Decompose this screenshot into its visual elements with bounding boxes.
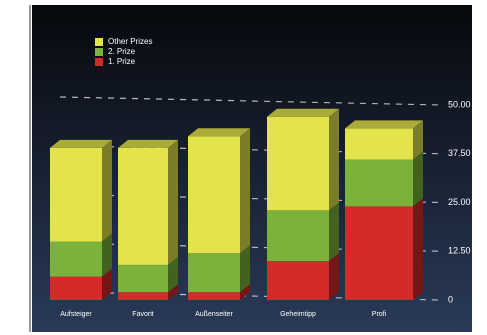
bar-side [168,284,178,300]
bar-side [240,245,250,293]
bar-segment [345,128,413,160]
legend-label: Other Prizes [108,37,152,46]
bar-segment [118,147,168,265]
legend-label: 2. Prize [108,47,136,56]
bar-side [329,108,339,211]
legend-label: 1. Prize [108,57,136,66]
bar-top [267,108,339,117]
grid-line [59,96,441,106]
bar-top [118,139,178,148]
bar-side [240,128,250,254]
bar-segment [188,292,240,300]
bar-segment [345,206,413,300]
legend-swatch [95,58,103,66]
bar-segment [345,159,413,207]
x-tick-label: Favorit [132,311,153,318]
bar-side [168,256,178,293]
bar-side [413,151,423,207]
bar-side [413,120,423,160]
bar-side [102,233,112,277]
x-tick-label: Geheimtipp [280,311,316,318]
bar-side [413,198,423,300]
bar-segment [267,210,329,261]
legend-swatch [95,38,103,46]
bar-side [329,202,339,261]
bar-segment [188,136,240,254]
bar-segment [188,253,240,293]
bar-side [329,253,339,300]
bar-top [50,139,112,148]
x-tick-label: Außenseiter [195,311,233,318]
bar-side [102,268,112,300]
x-tick-label: Profi [372,311,387,318]
y-tick-label: 0 [448,294,453,304]
bar-top [345,120,423,129]
bar-segment [118,292,168,300]
bar-segment [50,147,102,242]
bar-side [102,139,112,242]
y-tick-label: 50.00 [448,99,471,109]
bar-side [240,284,250,300]
legend-swatch [95,48,103,56]
bar-top [188,128,250,137]
y-tick-label: 25.00 [448,197,471,207]
bar-side [168,139,178,265]
x-tick-label: Aufsteiger [60,311,92,318]
y-tick-label: 12.50 [448,246,471,256]
y-tick-label: 37.50 [448,148,471,158]
bar-segment [118,264,168,293]
bar-segment [50,241,102,277]
bar-segment [267,261,329,300]
bar-segment [267,116,329,211]
bar-segment [50,276,102,300]
